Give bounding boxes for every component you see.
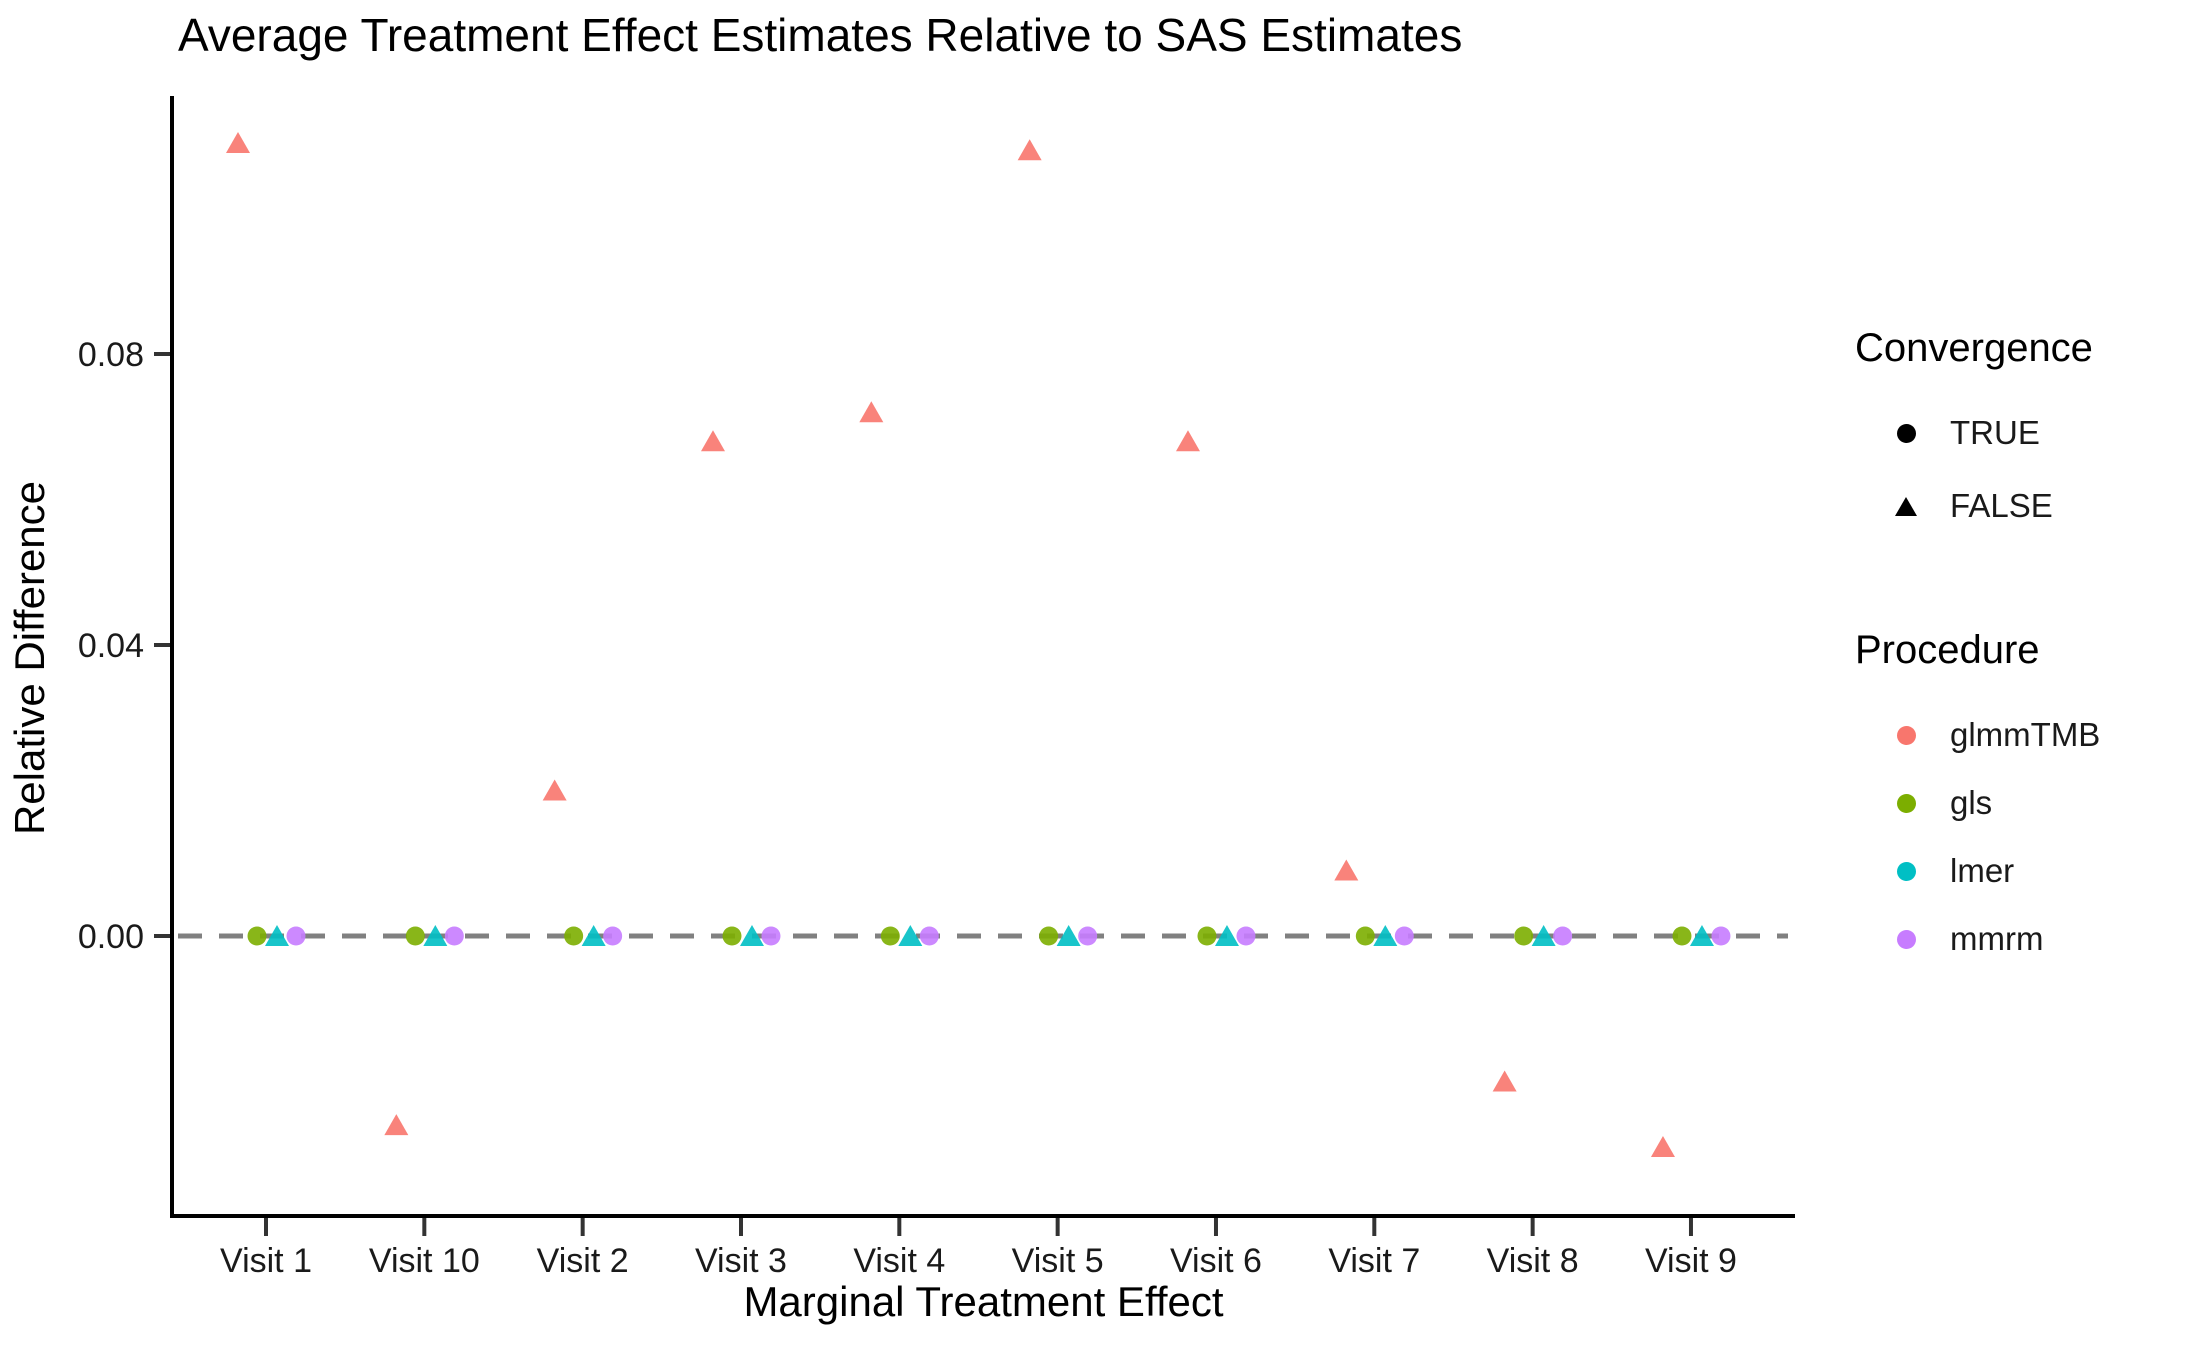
point-gls-visit-6 <box>1197 926 1217 946</box>
point-glmmTMB-visit-9 <box>1650 1135 1675 1157</box>
point-mmrm-visit-7 <box>1394 926 1414 946</box>
circle-marker-icon <box>1894 423 1918 443</box>
legend-item-label: gls <box>1950 784 1993 821</box>
point-mmrm-visit-2 <box>603 926 623 946</box>
x-tick-label: Visit 9 <box>1645 1242 1737 1280</box>
point-lmer-visit-2 <box>581 925 606 946</box>
point-lmer-visit-10 <box>423 925 448 946</box>
glmmtmb-color-icon <box>1894 725 1918 745</box>
x-tick-label: Visit 3 <box>695 1242 787 1280</box>
legend: Convergence TRUE FALSE Procedure glmmTMB… <box>1855 300 2187 1000</box>
point-glmmTMB-visit-6 <box>1175 430 1200 452</box>
point-mmrm-visit-1 <box>286 926 306 946</box>
legend-item-mmrm: mmrm <box>1894 919 2043 959</box>
y-tick-label: 0.00 <box>78 918 144 956</box>
x-tick-label: Visit 6 <box>1170 1242 1262 1280</box>
point-glmmTMB-visit-3 <box>700 430 725 452</box>
legend-item-label: FALSE <box>1950 487 2053 524</box>
point-lmer-visit-7 <box>1373 925 1398 946</box>
chart-title: Average Treatment Effect Estimates Relat… <box>178 9 1463 61</box>
x-tick-label: Visit 4 <box>853 1242 945 1280</box>
point-gls-visit-7 <box>1355 926 1375 946</box>
point-lmer-visit-5 <box>1056 925 1081 946</box>
point-mmrm-visit-5 <box>1078 926 1098 946</box>
legend-procedure-title: Procedure <box>1855 628 2040 672</box>
point-gls-visit-2 <box>564 926 584 946</box>
x-tick-label: Visit 1 <box>220 1242 312 1280</box>
legend-item-label: mmrm <box>1950 920 2044 957</box>
point-lmer-visit-8 <box>1531 925 1556 946</box>
x-tick-label: Visit 8 <box>1487 1242 1579 1280</box>
point-mmrm-visit-9 <box>1711 926 1731 946</box>
x-tick-label: Visit 10 <box>369 1242 480 1280</box>
legend-item-glmmtmb: glmmTMB <box>1894 715 2100 755</box>
point-mmrm-visit-4 <box>919 926 939 946</box>
x-axis-title: Marginal Treatment Effect <box>743 1278 1224 1325</box>
legend-item-label: TRUE <box>1950 414 2040 451</box>
point-mmrm-visit-6 <box>1236 926 1256 946</box>
point-gls-visit-10 <box>405 926 425 946</box>
lmer-color-icon <box>1894 861 1918 881</box>
point-lmer-visit-9 <box>1689 925 1714 946</box>
mmrm-color-icon <box>1894 929 1918 949</box>
point-gls-visit-8 <box>1514 926 1534 946</box>
legend-item-gls: gls <box>1894 783 1992 823</box>
legend-convergence-title: Convergence <box>1855 326 2093 370</box>
point-gls-visit-4 <box>880 926 900 946</box>
point-glmmTMB-visit-2 <box>542 779 567 801</box>
point-mmrm-visit-10 <box>444 926 464 946</box>
legend-item-true: TRUE <box>1894 413 2040 453</box>
point-glmmTMB-visit-1 <box>226 132 250 154</box>
legend-item-false: FALSE <box>1894 486 2053 526</box>
point-lmer-visit-6 <box>1214 925 1239 946</box>
point-glmmTMB-visit-10 <box>384 1114 409 1136</box>
point-mmrm-visit-3 <box>761 926 781 946</box>
point-lmer-visit-4 <box>898 925 923 946</box>
legend-item-label: lmer <box>1950 852 2015 889</box>
y-tick-label: 0.04 <box>78 627 144 665</box>
x-tick-label: Visit 7 <box>1328 1242 1420 1280</box>
legend-item-lmer: lmer <box>1894 851 2014 891</box>
point-lmer-visit-3 <box>739 925 764 946</box>
point-gls-visit-3 <box>722 926 742 946</box>
point-mmrm-visit-8 <box>1553 926 1573 946</box>
point-lmer-visit-1 <box>265 925 289 946</box>
point-gls-visit-1 <box>247 926 267 946</box>
y-tick-label: 0.08 <box>78 336 144 374</box>
point-gls-visit-9 <box>1672 926 1692 946</box>
point-glmmTMB-visit-8 <box>1492 1070 1517 1092</box>
point-gls-visit-5 <box>1039 926 1059 946</box>
point-glmmTMB-visit-7 <box>1334 859 1359 881</box>
x-tick-label: Visit 5 <box>1012 1242 1104 1280</box>
gls-color-icon <box>1894 793 1918 813</box>
point-glmmTMB-visit-4 <box>859 401 884 423</box>
x-tick-label: Visit 2 <box>537 1242 629 1280</box>
legend-item-label: glmmTMB <box>1950 716 2101 753</box>
point-glmmTMB-visit-5 <box>1017 139 1042 161</box>
triangle-marker-icon <box>1894 496 1918 516</box>
